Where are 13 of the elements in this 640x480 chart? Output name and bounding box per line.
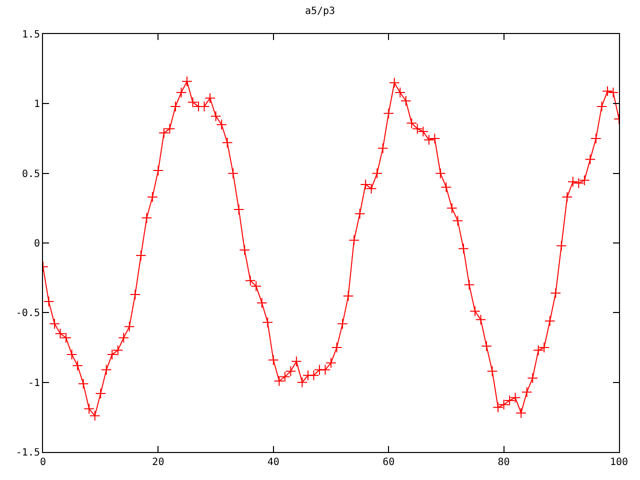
x-tick-label: 60 bbox=[382, 457, 395, 468]
x-tick-label: 100 bbox=[610, 457, 628, 468]
x-tick-label: 80 bbox=[498, 457, 510, 468]
y-tick-label: 0.5 bbox=[22, 168, 40, 180]
chart-title: a5/p3 bbox=[304, 6, 336, 18]
y-tick-label: 0 bbox=[34, 238, 40, 250]
x-tick-label: 40 bbox=[267, 457, 280, 468]
y-tick-label: -1.5 bbox=[16, 448, 40, 458]
y-tick-label: 1.5 bbox=[22, 30, 40, 40]
y-tick-label: 1 bbox=[34, 99, 40, 110]
x-tick-label: 20 bbox=[152, 457, 164, 468]
y-tick-label: -1 bbox=[28, 378, 40, 389]
y-tick-label: -0.5 bbox=[16, 308, 40, 320]
